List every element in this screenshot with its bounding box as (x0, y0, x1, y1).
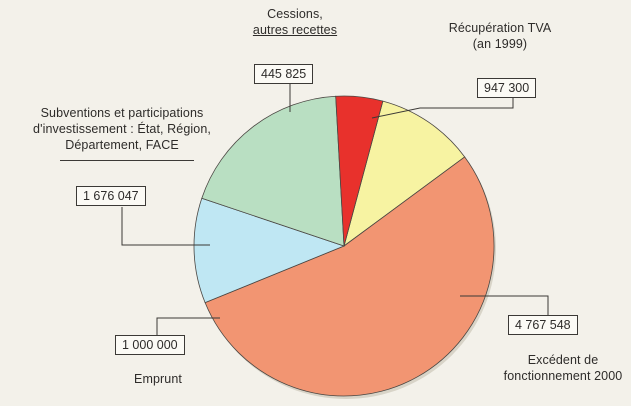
leader-line-subventions (121, 207, 210, 246)
value-box-subventions: 1 676 047 (76, 186, 146, 206)
label-tva: Récupération TVA (an 1999) (430, 20, 570, 52)
pie-slice-subventions (201, 95, 345, 247)
label-subventions-underline (60, 160, 194, 161)
leader-line-emprunt (156, 317, 220, 335)
label-tva-line-2: (an 1999) (472, 37, 528, 51)
label-cessions-line-1: Cessions, (267, 7, 323, 21)
leader-line-excedent (460, 295, 549, 315)
value-box-excedent: 4 767 548 (508, 315, 578, 335)
value-box-tva: 947 300 (477, 78, 537, 98)
label-subventions-line-2: d'investissement : État, Région, (33, 122, 211, 136)
label-cessions-line-2: autres recettes (252, 23, 338, 37)
label-excedent-line-1: Excédent de (527, 353, 599, 367)
label-emprunt: Emprunt (118, 371, 198, 387)
label-excedent: Excédent de fonctionnement 2000 (500, 352, 626, 384)
label-cessions: Cessions, autres recettes (240, 6, 350, 38)
label-excedent-line-2: fonctionnement 2000 (503, 369, 623, 383)
label-subventions: Subventions et participations d'investis… (8, 105, 236, 153)
value-box-emprunt: 1 000 000 (115, 335, 185, 355)
label-tva-line-1: Récupération TVA (448, 21, 552, 35)
value-box-cessions: 445 825 (254, 64, 314, 84)
label-emprunt-line-1: Emprunt (134, 372, 182, 386)
label-subventions-line-3: Département, FACE (65, 138, 179, 152)
pie-slice-tva (343, 100, 466, 248)
pie-slice-excedent (204, 156, 495, 397)
pie-slice-emprunt (193, 197, 346, 304)
pie-slice-cessions (335, 95, 384, 247)
label-subventions-line-1: Subventions et participations (40, 106, 204, 120)
leader-line-tva (371, 98, 514, 119)
